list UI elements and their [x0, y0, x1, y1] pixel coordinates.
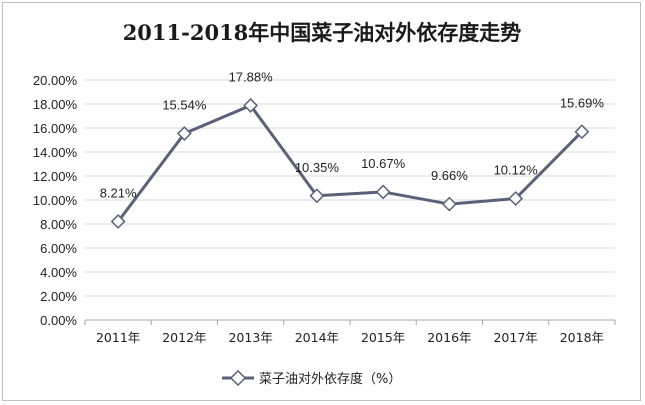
data-point [508, 191, 524, 206]
y-tick-label: 10.00% [33, 193, 78, 208]
data-point [375, 184, 391, 200]
y-axis: 0.00% 2.00% 4.00% 6.00% 8.00% 10.00% 12.00% 14.… [33, 73, 78, 328]
data-label: 10.35% [295, 160, 340, 175]
y-tick-label: 2.00% [40, 289, 77, 304]
y-tick-label: 18.00% [33, 97, 78, 112]
data-point [176, 126, 192, 141]
x-tick-label: 2016年 [427, 330, 471, 345]
x-tick-label: 2012年 [162, 330, 206, 345]
y-tick-label: 8.00% [40, 217, 77, 232]
y-tick-label: 14.00% [33, 145, 78, 160]
x-tick-label: 2011年 [96, 330, 140, 345]
data-point [574, 124, 590, 140]
data-label: 10.12% [494, 163, 539, 178]
data-point [441, 196, 457, 212]
y-tick-label: 6.00% [40, 241, 77, 256]
chart-title: 2011-2018年中国菜子油对外依存度走势 [123, 20, 522, 45]
y-tick-label: 16.00% [33, 121, 78, 136]
y-tick-label: 0.00% [40, 313, 77, 328]
y-tick-label: 12.00% [33, 169, 78, 184]
y-tick-label: 4.00% [40, 265, 77, 280]
x-tick-label: 2015年 [361, 330, 405, 345]
x-tick-label: 2018年 [560, 330, 604, 345]
grid-lines [85, 79, 615, 297]
x-tick-label: 2013年 [228, 330, 272, 345]
data-point [243, 98, 259, 113]
legend-marker [229, 369, 247, 387]
series-line [116, 103, 583, 223]
data-point [309, 188, 325, 204]
data-label: 10.67% [361, 156, 406, 171]
data-labels: 8.21% 15.54% 17.88% 10.35% 10.67% 9.66% 10.12%… [100, 69, 605, 200]
data-label: 15.69% [560, 96, 605, 111]
x-tick-label: 2014年 [295, 330, 339, 345]
data-label: 8.21% [100, 185, 137, 200]
legend: 菜子油对外依存度（%） [222, 369, 401, 387]
x-axis: 2011年 2012年 2013年 2014年 2015年 2016年 2017年 2018年 [84, 319, 616, 345]
y-tick-label: 20.00% [33, 73, 78, 88]
data-label: 15.54% [162, 98, 207, 113]
series-group [110, 98, 590, 229]
data-point [110, 214, 126, 229]
chart-frame [2, 2, 641, 401]
legend-label: 菜子油对外依存度（%） [259, 371, 401, 387]
data-label: 9.66% [431, 168, 468, 183]
x-tick-label: 2017年 [493, 330, 537, 345]
data-label: 17.88% [229, 69, 274, 84]
